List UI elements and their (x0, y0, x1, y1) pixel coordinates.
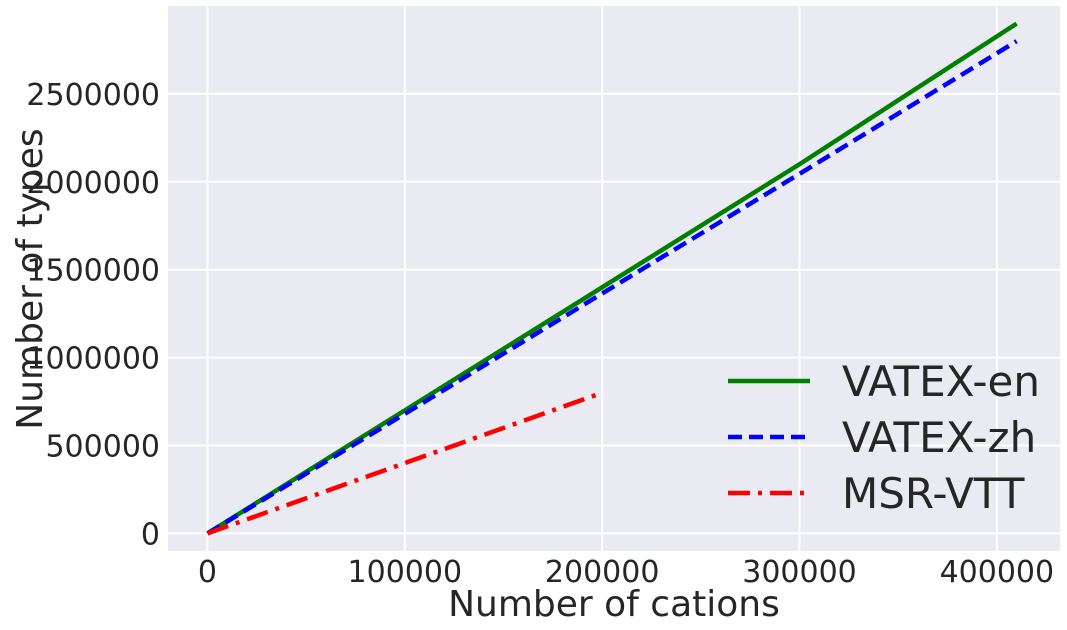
y-tick-label: 500000 (45, 430, 160, 465)
x-tick-label: 300000 (742, 555, 857, 590)
x-tick-label: 400000 (940, 555, 1055, 590)
y-axis-label: Number of types (10, 128, 51, 429)
y-tick-label: 1000000 (26, 342, 160, 377)
legend-label: VATEX-en (842, 357, 1040, 406)
x-axis-label: Number of cations (448, 584, 780, 625)
legend-label: MSR-VTT (842, 469, 1025, 518)
series-line-msr-vtt (206, 390, 603, 536)
y-tick-label: 2000000 (26, 166, 160, 201)
y-tick-label: 0 (141, 517, 160, 552)
series-line-vatex-zh (206, 39, 1018, 536)
x-tick-labels: 0 100000 200000 300000 400000 (198, 555, 1054, 590)
y-tick-labels: 0 500000 1000000 1500000 2000000 2500000 (26, 78, 160, 553)
x-tick-label: 0 (198, 555, 217, 590)
y-tick-label: 2500000 (26, 78, 160, 113)
series-lines (206, 21, 1018, 536)
legend: VATEX-en VATEX-zh MSR-VTT (728, 357, 1040, 518)
legend-label: VATEX-zh (842, 413, 1036, 462)
x-tick-label: 100000 (348, 555, 463, 590)
x-tick-label: 200000 (545, 555, 660, 590)
y-tick-label: 1500000 (26, 254, 160, 289)
